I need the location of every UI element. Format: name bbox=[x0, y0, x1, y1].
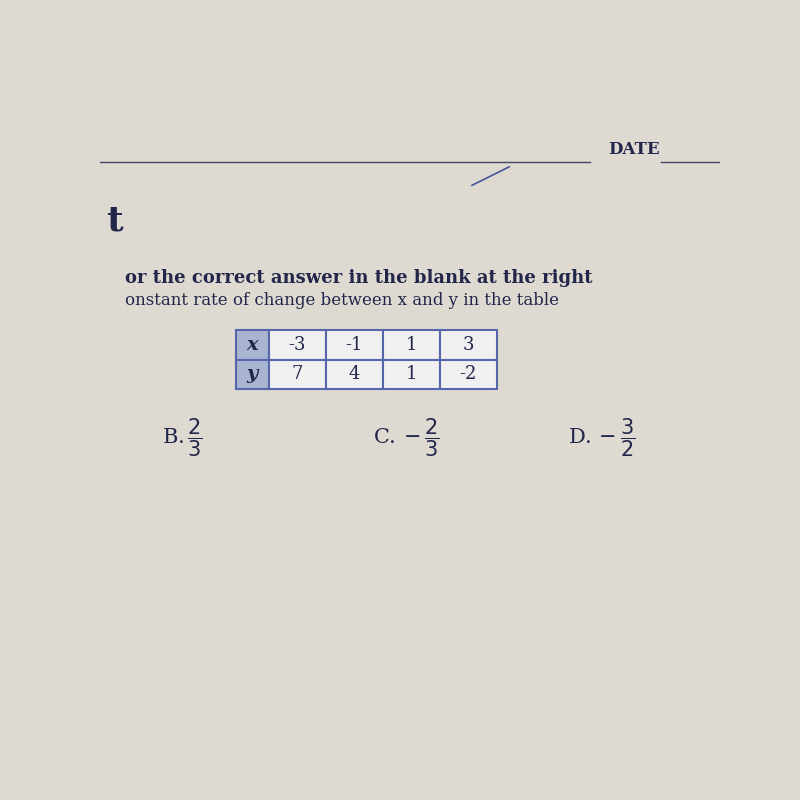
Text: C.$\,-\dfrac{2}{3}$: C.$\,-\dfrac{2}{3}$ bbox=[373, 417, 440, 459]
Text: B.$\,\dfrac{2}{3}$: B.$\,\dfrac{2}{3}$ bbox=[162, 417, 202, 459]
FancyBboxPatch shape bbox=[382, 360, 440, 390]
Text: 4: 4 bbox=[349, 366, 360, 383]
FancyBboxPatch shape bbox=[440, 360, 497, 390]
FancyBboxPatch shape bbox=[382, 330, 440, 360]
FancyBboxPatch shape bbox=[269, 330, 326, 360]
Text: 1: 1 bbox=[406, 336, 417, 354]
FancyBboxPatch shape bbox=[440, 330, 497, 360]
Text: y: y bbox=[247, 366, 258, 383]
Text: x: x bbox=[246, 336, 258, 354]
Text: 1: 1 bbox=[406, 366, 417, 383]
FancyBboxPatch shape bbox=[326, 330, 382, 360]
Text: D.$\,-\dfrac{3}{2}$: D.$\,-\dfrac{3}{2}$ bbox=[568, 417, 636, 459]
Text: onstant rate of change between x and y in the table: onstant rate of change between x and y i… bbox=[125, 292, 558, 309]
Text: DATE: DATE bbox=[608, 141, 660, 158]
FancyBboxPatch shape bbox=[237, 330, 269, 360]
Text: t: t bbox=[106, 204, 123, 238]
Text: -2: -2 bbox=[459, 366, 477, 383]
Text: or the correct answer in the blank at the right: or the correct answer in the blank at th… bbox=[125, 269, 592, 286]
FancyBboxPatch shape bbox=[237, 360, 269, 390]
FancyBboxPatch shape bbox=[326, 360, 382, 390]
Text: 7: 7 bbox=[291, 366, 303, 383]
FancyBboxPatch shape bbox=[269, 360, 326, 390]
Text: 3: 3 bbox=[462, 336, 474, 354]
Text: -3: -3 bbox=[289, 336, 306, 354]
Text: -1: -1 bbox=[346, 336, 363, 354]
